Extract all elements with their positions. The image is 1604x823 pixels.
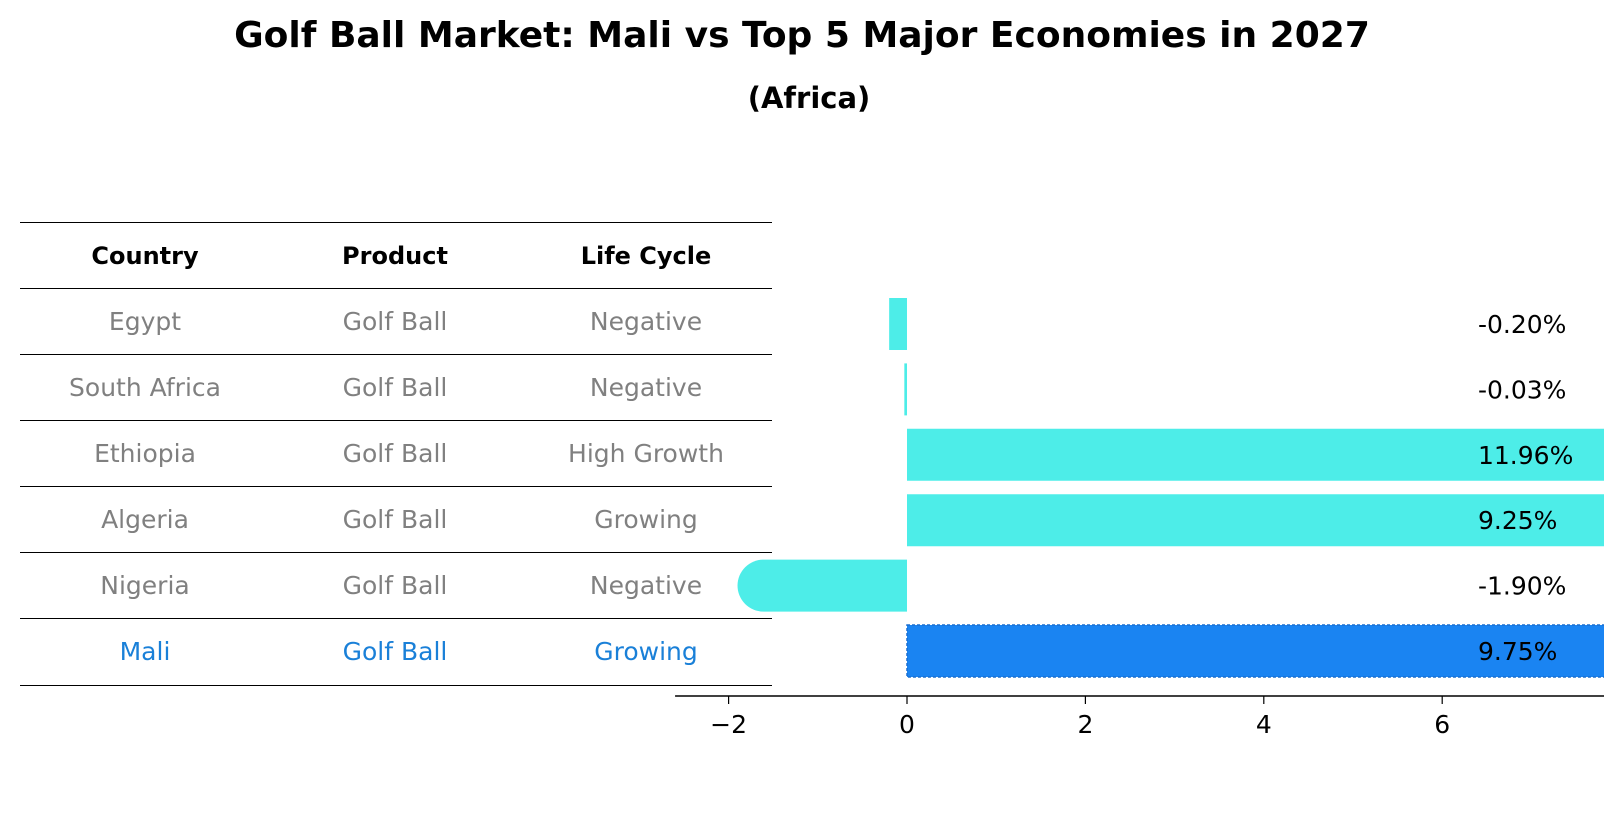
product-cell: Golf Ball xyxy=(342,439,448,468)
product-cell: Golf Ball xyxy=(342,571,448,600)
market-table: Country Product Life Cycle Egypt Golf Ba… xyxy=(20,222,772,686)
table-header-row: Country Product Life Cycle xyxy=(20,222,772,288)
bar-value-label: -0.03% xyxy=(1478,375,1566,404)
product-cell: Golf Ball xyxy=(342,307,448,336)
product-cell: Golf Ball xyxy=(342,505,448,534)
country-cell: Nigeria xyxy=(100,571,190,600)
life-cycle-cell: High Growth xyxy=(568,439,724,468)
header-product: Product xyxy=(342,241,448,270)
bar-value-label: 9.75% xyxy=(1478,637,1557,666)
life-cycle-cell: Negative xyxy=(589,373,703,402)
country-cell: Egypt xyxy=(108,307,182,336)
country-cell: Mali xyxy=(119,637,171,667)
life-cycle-cell: Negative xyxy=(589,571,703,600)
header-life-cycle: Life Cycle xyxy=(580,241,712,270)
table-row: Algeria Golf Ball Growing xyxy=(20,486,772,552)
bar-egypt xyxy=(889,298,907,350)
chart-subtitle: (Africa) xyxy=(747,81,871,115)
bar-ethiopia xyxy=(907,428,1604,481)
country-cell: Algeria xyxy=(101,505,189,534)
x-tick-label: 2 xyxy=(1077,710,1093,739)
life-cycle-cell: Growing xyxy=(594,505,698,534)
table-row-highlight: Mali Golf Ball Growing xyxy=(20,618,772,686)
bar-value-label: 9.25% xyxy=(1478,506,1557,535)
table-row: Ethiopia Golf Ball High Growth xyxy=(20,420,772,486)
bar-value-label: 11.96% xyxy=(1478,441,1573,470)
x-tick-label: 0 xyxy=(899,710,915,739)
chart-title: Golf Ball Market: Mali vs Top 5 Major Ec… xyxy=(234,15,1370,56)
country-cell: South Africa xyxy=(69,373,221,402)
product-cell: Golf Ball xyxy=(342,373,448,402)
bar-mali xyxy=(906,624,1604,678)
x-tick-label: −2 xyxy=(710,710,747,739)
x-tick-label: 4 xyxy=(1256,710,1272,739)
bar-south-africa xyxy=(904,363,907,416)
bar-algeria xyxy=(907,494,1604,547)
bar-value-label: -0.20% xyxy=(1478,310,1566,339)
table-row: Egypt Golf Ball Negative xyxy=(20,288,772,354)
table-row: Nigeria Golf Ball Negative xyxy=(20,552,772,618)
x-tick-label: 6 xyxy=(1434,710,1450,739)
product-cell: Golf Ball xyxy=(342,637,448,667)
table-row: South Africa Golf Ball Negative xyxy=(20,354,772,420)
life-cycle-cell: Negative xyxy=(589,307,703,336)
bar-value-label: -1.90% xyxy=(1478,572,1566,601)
bar-nigeria xyxy=(737,559,907,612)
header-country: Country xyxy=(91,241,199,270)
life-cycle-cell: Growing xyxy=(594,637,698,667)
country-cell: Ethiopia xyxy=(94,439,196,468)
